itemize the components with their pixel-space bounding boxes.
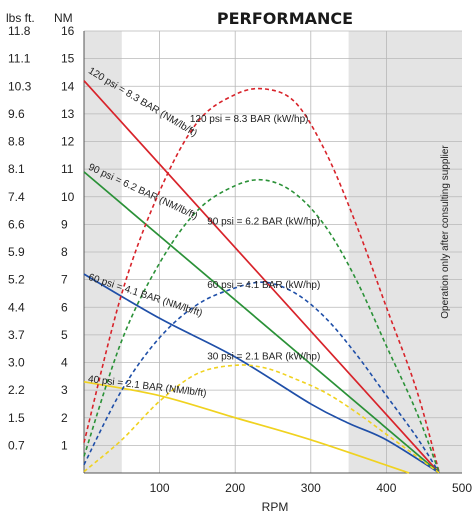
series-line-torque-2 xyxy=(83,171,440,474)
side-note: Operation only after consulting supplier xyxy=(440,145,451,319)
y-tick-lbsft: 7.4 xyxy=(8,190,25,204)
series-line-torque-4 xyxy=(83,381,410,474)
y-tick-nm: 15 xyxy=(61,52,75,66)
series-line-torque-1 xyxy=(83,80,440,474)
y-tick-lbsft: 3.7 xyxy=(8,328,25,342)
y-tick-lbsft: 10.3 xyxy=(8,79,32,93)
y-tick-lbsft: 11.8 xyxy=(8,24,31,38)
y-tick-lbsft: 5.2 xyxy=(8,273,25,287)
series-line-power-6 xyxy=(83,178,441,474)
x-tick-label: 400 xyxy=(376,481,396,495)
series-label-5: 120 psi = 8.3 BAR (kW/hp) xyxy=(190,114,309,125)
y-tick-nm: 3 xyxy=(61,383,68,397)
y-tick-nm: 10 xyxy=(61,190,75,204)
y-tick-nm: 16 xyxy=(61,24,75,38)
y-tick-lbsft: 11.1 xyxy=(8,52,31,66)
y-tick-nm: 8 xyxy=(61,245,68,259)
x-axis-label: RPM xyxy=(262,500,289,514)
y-tick-nm: 1 xyxy=(61,438,68,452)
y-tick-lbsft: 9.6 xyxy=(8,107,25,121)
y-tick-nm: 11 xyxy=(61,162,74,176)
y-tick-nm: 5 xyxy=(61,328,68,342)
y-tick-lbsft: 0.7 xyxy=(8,438,25,452)
x-tick-label: 500 xyxy=(452,481,472,495)
y-tick-nm: 13 xyxy=(61,107,75,121)
y-tick-lbsft: 4.4 xyxy=(8,300,25,314)
series-line-power-7 xyxy=(83,281,440,474)
series-line-power-8 xyxy=(83,364,440,474)
y-tick-nm: 7 xyxy=(61,273,68,287)
y-tick-nm: 6 xyxy=(61,300,68,314)
y-tick-nm: 9 xyxy=(61,217,68,231)
y-tick-nm: 2 xyxy=(61,411,68,425)
x-tick-label: 100 xyxy=(150,481,170,495)
y-tick-lbsft: 8.8 xyxy=(8,135,25,149)
y-axis-outer-unit: lbs ft. xyxy=(6,11,35,25)
y-tick-lbsft: 5.9 xyxy=(8,245,25,259)
chart-title: PERFORMANCE xyxy=(217,9,353,28)
series-line-power-5 xyxy=(83,87,441,474)
y-tick-nm: 14 xyxy=(61,79,75,93)
y-axis-inner-unit: NM xyxy=(54,11,73,25)
x-tick-label: 200 xyxy=(225,481,245,495)
x-tick-label: 300 xyxy=(301,481,321,495)
series-label-7: 60 psi = 4.1 BAR (kW/hp) xyxy=(207,280,320,291)
y-tick-nm: 4 xyxy=(61,356,68,370)
y-tick-lbsft: 3.0 xyxy=(8,356,25,370)
y-tick-lbsft: 2.2 xyxy=(8,383,25,397)
y-tick-lbsft: 8.1 xyxy=(8,162,25,176)
series-label-8: 30 psi = 2.1 BAR (kW/hp) xyxy=(207,352,320,363)
series-label-6: 90 psi = 6.2 BAR (kW/hp) xyxy=(207,216,320,227)
series-line-torque-3 xyxy=(83,273,440,474)
y-tick-lbsft: 6.6 xyxy=(8,217,25,231)
y-tick-nm: 12 xyxy=(61,135,75,149)
y-tick-lbsft: 1.5 xyxy=(8,411,25,425)
